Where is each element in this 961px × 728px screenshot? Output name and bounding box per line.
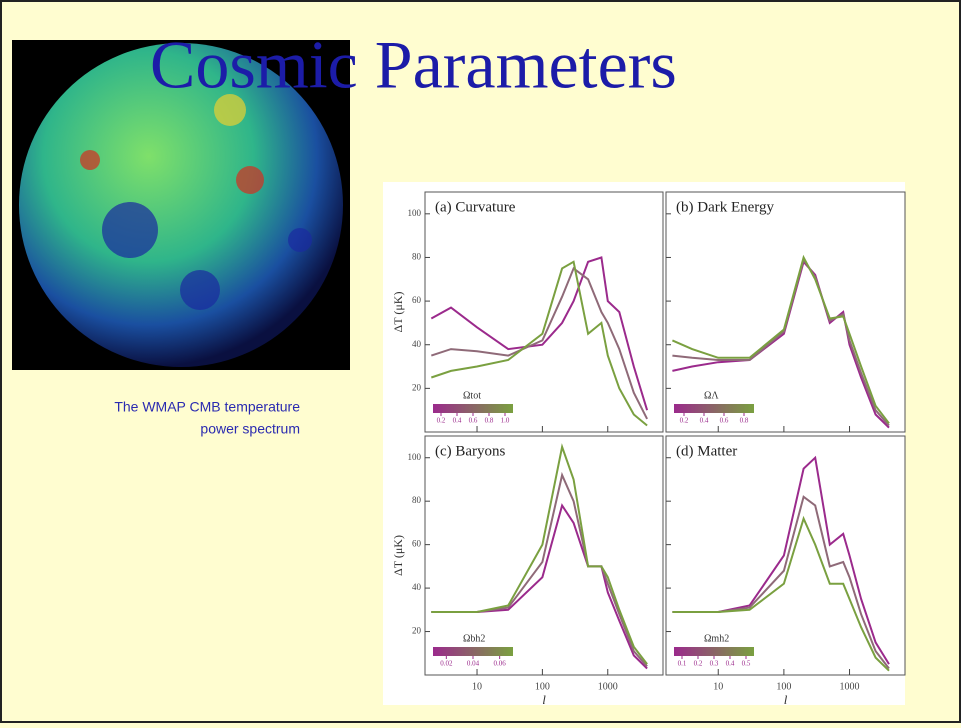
y-tick-label: 20 [412, 626, 422, 636]
colorbar-tick-label: 0.4 [453, 417, 462, 425]
panel-title: (c) Baryons [435, 443, 506, 459]
colorbar [433, 404, 513, 413]
colorbar-tick-label: 0.6 [720, 417, 729, 425]
panel-frame [424, 191, 664, 433]
x-tick-label: 10 [472, 681, 482, 692]
curve [431, 443, 648, 665]
curve [430, 260, 648, 427]
colorbar-tick-label: 0.2 [437, 417, 446, 425]
colorbar [674, 404, 754, 413]
x-tick-label: 10 [713, 681, 723, 692]
curve [430, 266, 648, 420]
curve [671, 254, 890, 424]
colorbar-label: Ωmh2 [704, 633, 729, 644]
curve [672, 257, 890, 427]
colorbar-tick-label: 0.8 [740, 417, 749, 425]
curve [430, 256, 649, 411]
colorbar-tick-label: 0.4 [726, 660, 735, 668]
y-tick-label: 20 [412, 382, 422, 392]
y-axis-label: ΔT (μK) [391, 292, 405, 333]
colorbar-tick-label: 0.2 [680, 417, 689, 425]
colorbar-label: Ωbh2 [463, 633, 485, 644]
panel-frame [665, 435, 906, 676]
y-tick-label: 100 [408, 452, 422, 462]
colorbar-tick-label: 0.2 [694, 660, 703, 668]
colorbar-tick-label: 0.3 [710, 660, 719, 668]
colorbar-label: Ωtot [463, 390, 481, 401]
x-tick-label: 100 [535, 681, 550, 692]
colorbar [674, 647, 754, 656]
y-tick-label: 40 [412, 339, 422, 349]
slide-title: Cosmic Parameters [150, 27, 677, 103]
colorbar-tick-label: 0.4 [700, 417, 709, 425]
colorbar-tick-label: 0.04 [467, 660, 480, 668]
x-tick-label: 100 [776, 681, 791, 692]
caption-line: The WMAP CMB temperature [114, 399, 300, 415]
y-tick-label: 40 [412, 582, 422, 592]
y-axis-label: ΔT (μK) [391, 535, 405, 576]
x-axis-label: l [542, 692, 546, 707]
colorbar-tick-label: 0.6 [469, 417, 478, 425]
y-tick-label: 80 [412, 495, 422, 505]
colorbar-tick-label: 0.1 [678, 660, 687, 668]
colorbar-tick-label: 1.0 [501, 417, 510, 425]
x-axis-label: l [784, 692, 788, 707]
panel-title: (d) Matter [676, 443, 737, 459]
y-tick-label: 60 [412, 295, 422, 305]
colorbar-tick-label: 0.02 [440, 660, 453, 668]
x-tick-label: 1000 [598, 681, 618, 692]
colorbar-tick-label: 0.06 [494, 660, 507, 668]
caption-line: power spectrum [200, 421, 300, 437]
y-tick-label: 80 [412, 252, 422, 262]
curve [672, 515, 890, 672]
cmb-sphere [19, 43, 343, 367]
panel-frame [665, 191, 906, 433]
panel-title: (a) Curvature [435, 199, 516, 215]
colorbar-label: ΩΛ [704, 390, 719, 401]
y-tick-label: 60 [412, 539, 422, 549]
panel-title: (b) Dark Energy [676, 199, 775, 215]
y-tick-label: 100 [408, 208, 422, 218]
colorbar-tick-label: 0.8 [485, 417, 494, 425]
x-tick-label: 1000 [840, 681, 860, 692]
colorbar-tick-label: 0.5 [742, 660, 751, 668]
curve [672, 259, 890, 429]
cmb-spots [80, 94, 312, 310]
colorbar [433, 647, 513, 656]
